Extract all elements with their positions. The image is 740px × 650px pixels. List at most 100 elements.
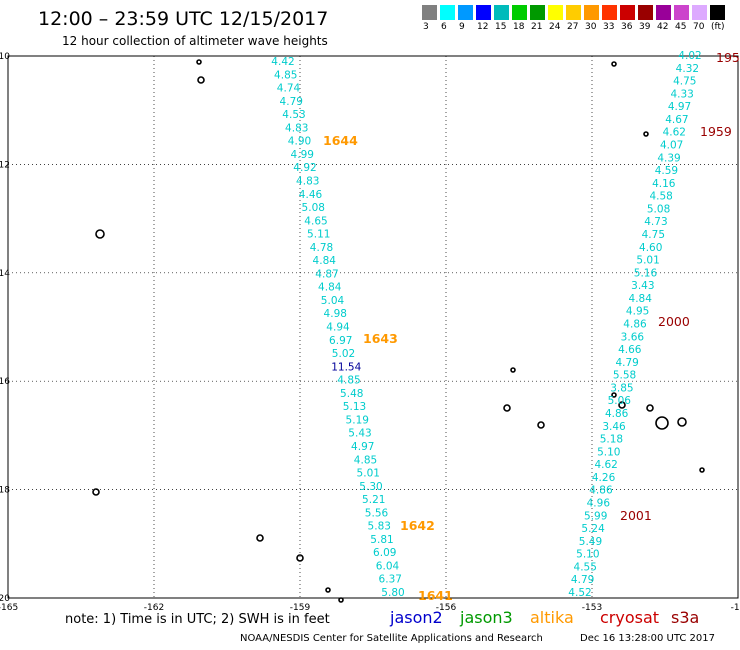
footer-date: Dec 16 13:28:00 UTC 2017 [580,633,715,644]
wave-height-east: 4.97 [668,101,691,113]
wave-height-west: 5.04 [321,295,345,307]
wave-height-east: 4.59 [655,165,678,177]
legend-label: 18 [513,22,525,32]
island-outline [611,61,617,67]
legend-swatch [458,5,473,20]
wave-height-west: 5.83 [368,521,391,533]
wave-height-west: 5.56 [365,507,389,519]
wave-height-east: 4.95 [626,306,649,318]
legend-swatch [656,5,671,20]
lon-tick-label: -153 [582,603,602,613]
wave-height-east: 4.07 [660,140,683,152]
note-text: note: 1) Time is in UTC; 2) SWH is in fe… [65,612,330,627]
wave-height-east: 4.66 [618,344,642,356]
wave-height-west: 5.19 [346,414,369,426]
legend-swatch [512,5,527,20]
island-outline [256,534,264,542]
wave-height-east: 4.75 [642,229,665,241]
wave-height-west: 5.21 [362,494,385,506]
wave-height-west: 4.85 [337,375,360,387]
time-label-west: 1644 [323,133,358,148]
legend-label: 12 [477,22,489,32]
legend-swatch [638,5,653,20]
time-label-west: 1643 [363,331,398,346]
wave-height-west: 4.53 [282,109,305,121]
legend-swatch [566,5,581,20]
wave-height-east: 4.26 [592,472,616,484]
island-outline [643,131,649,137]
wave-height-west: 5.08 [302,202,325,214]
time-label-east: 2000 [658,314,690,329]
island-outline [196,59,202,65]
wave-height-east: 4.79 [571,574,594,586]
wave-height-east: 5.18 [600,434,623,446]
satellite-name: jason2 [390,608,443,627]
wave-height-west: 4.85 [274,69,297,81]
wave-height-east: 3.85 [610,382,633,394]
time-label-east: 2001 [620,508,652,523]
legend-swatch [620,5,635,20]
wave-height-east: 3.46 [602,421,626,433]
lat-tick-label: -12 [0,160,10,170]
footer-org: NOAA/NESDIS Center for Satellite Applica… [240,633,543,644]
legend-swatch [494,5,509,20]
legend-swatch [440,5,455,20]
wave-height-west: 4.94 [326,322,350,334]
lat-tick-label: -18 [0,486,10,496]
wave-height-east: 4.67 [665,114,688,126]
wave-height-west: 4.99 [291,149,314,161]
wave-height-west: 4.92 [293,162,316,174]
wave-height-west: 4.97 [351,441,374,453]
wave-height-west: 6.97 [329,335,352,347]
wave-height-west: 11.54 [331,361,361,373]
wave-height-west: 5.48 [340,388,363,400]
wave-height-west: 4.65 [304,215,327,227]
wave-height-east: 5.10 [597,446,620,458]
lon-tick-label: -156 [436,603,457,613]
wave-height-west: 6.37 [379,574,402,586]
legend-label: 3 [423,22,429,32]
legend-label: 6 [441,22,447,32]
island-outline [325,587,331,593]
wave-height-west: 5.01 [357,468,380,480]
wave-height-west: 4.84 [318,282,342,294]
island-outline [537,421,545,429]
island-outline [611,392,617,398]
wave-height-west: 5.81 [370,534,393,546]
satellite-name: altika [530,608,574,627]
wave-height-west: 4.85 [354,454,377,466]
wave-height-east: 4.86 [589,485,613,497]
island-outline [95,229,105,239]
time-label-east: 195 [716,50,740,65]
wave-height-west: 4.78 [310,242,333,254]
wave-height-east: 5.06 [608,395,632,407]
legend-swatch [692,5,707,20]
lat-tick-label: -16 [0,377,10,387]
wave-height-east: 5.01 [636,255,659,267]
wave-height-east: 4.84 [629,293,653,305]
legend-swatch [710,5,725,20]
wave-height-east: 5.10 [576,549,599,561]
wave-height-west: 5.80 [381,587,404,599]
legend-label: 21 [531,22,543,32]
island-outline [646,404,654,412]
wave-height-west: 4.79 [280,96,303,108]
legend-swatch [548,5,563,20]
island-outline [296,554,304,562]
legend-label: 27 [567,22,579,32]
page-subtitle: 12 hour collection of altimeter wave hei… [62,34,328,48]
island-outline [197,76,205,84]
wave-height-east: 5.16 [634,267,658,279]
legend-label: 15 [495,22,507,32]
wave-height-west: 5.30 [359,481,382,493]
satellite-name: s3a [671,608,700,627]
wave-height-east: 3.66 [621,331,645,343]
lon-tick-label: -162 [144,603,164,613]
wave-height-east: 4.86 [605,408,629,420]
wave-height-east: 5.58 [613,370,636,382]
time-label-west: 1642 [400,518,435,533]
map-frame [7,55,739,599]
legend-label: (ft) [711,22,725,32]
wave-height-west: 4.42 [271,56,294,68]
wave-height-east: 4.79 [615,357,638,369]
